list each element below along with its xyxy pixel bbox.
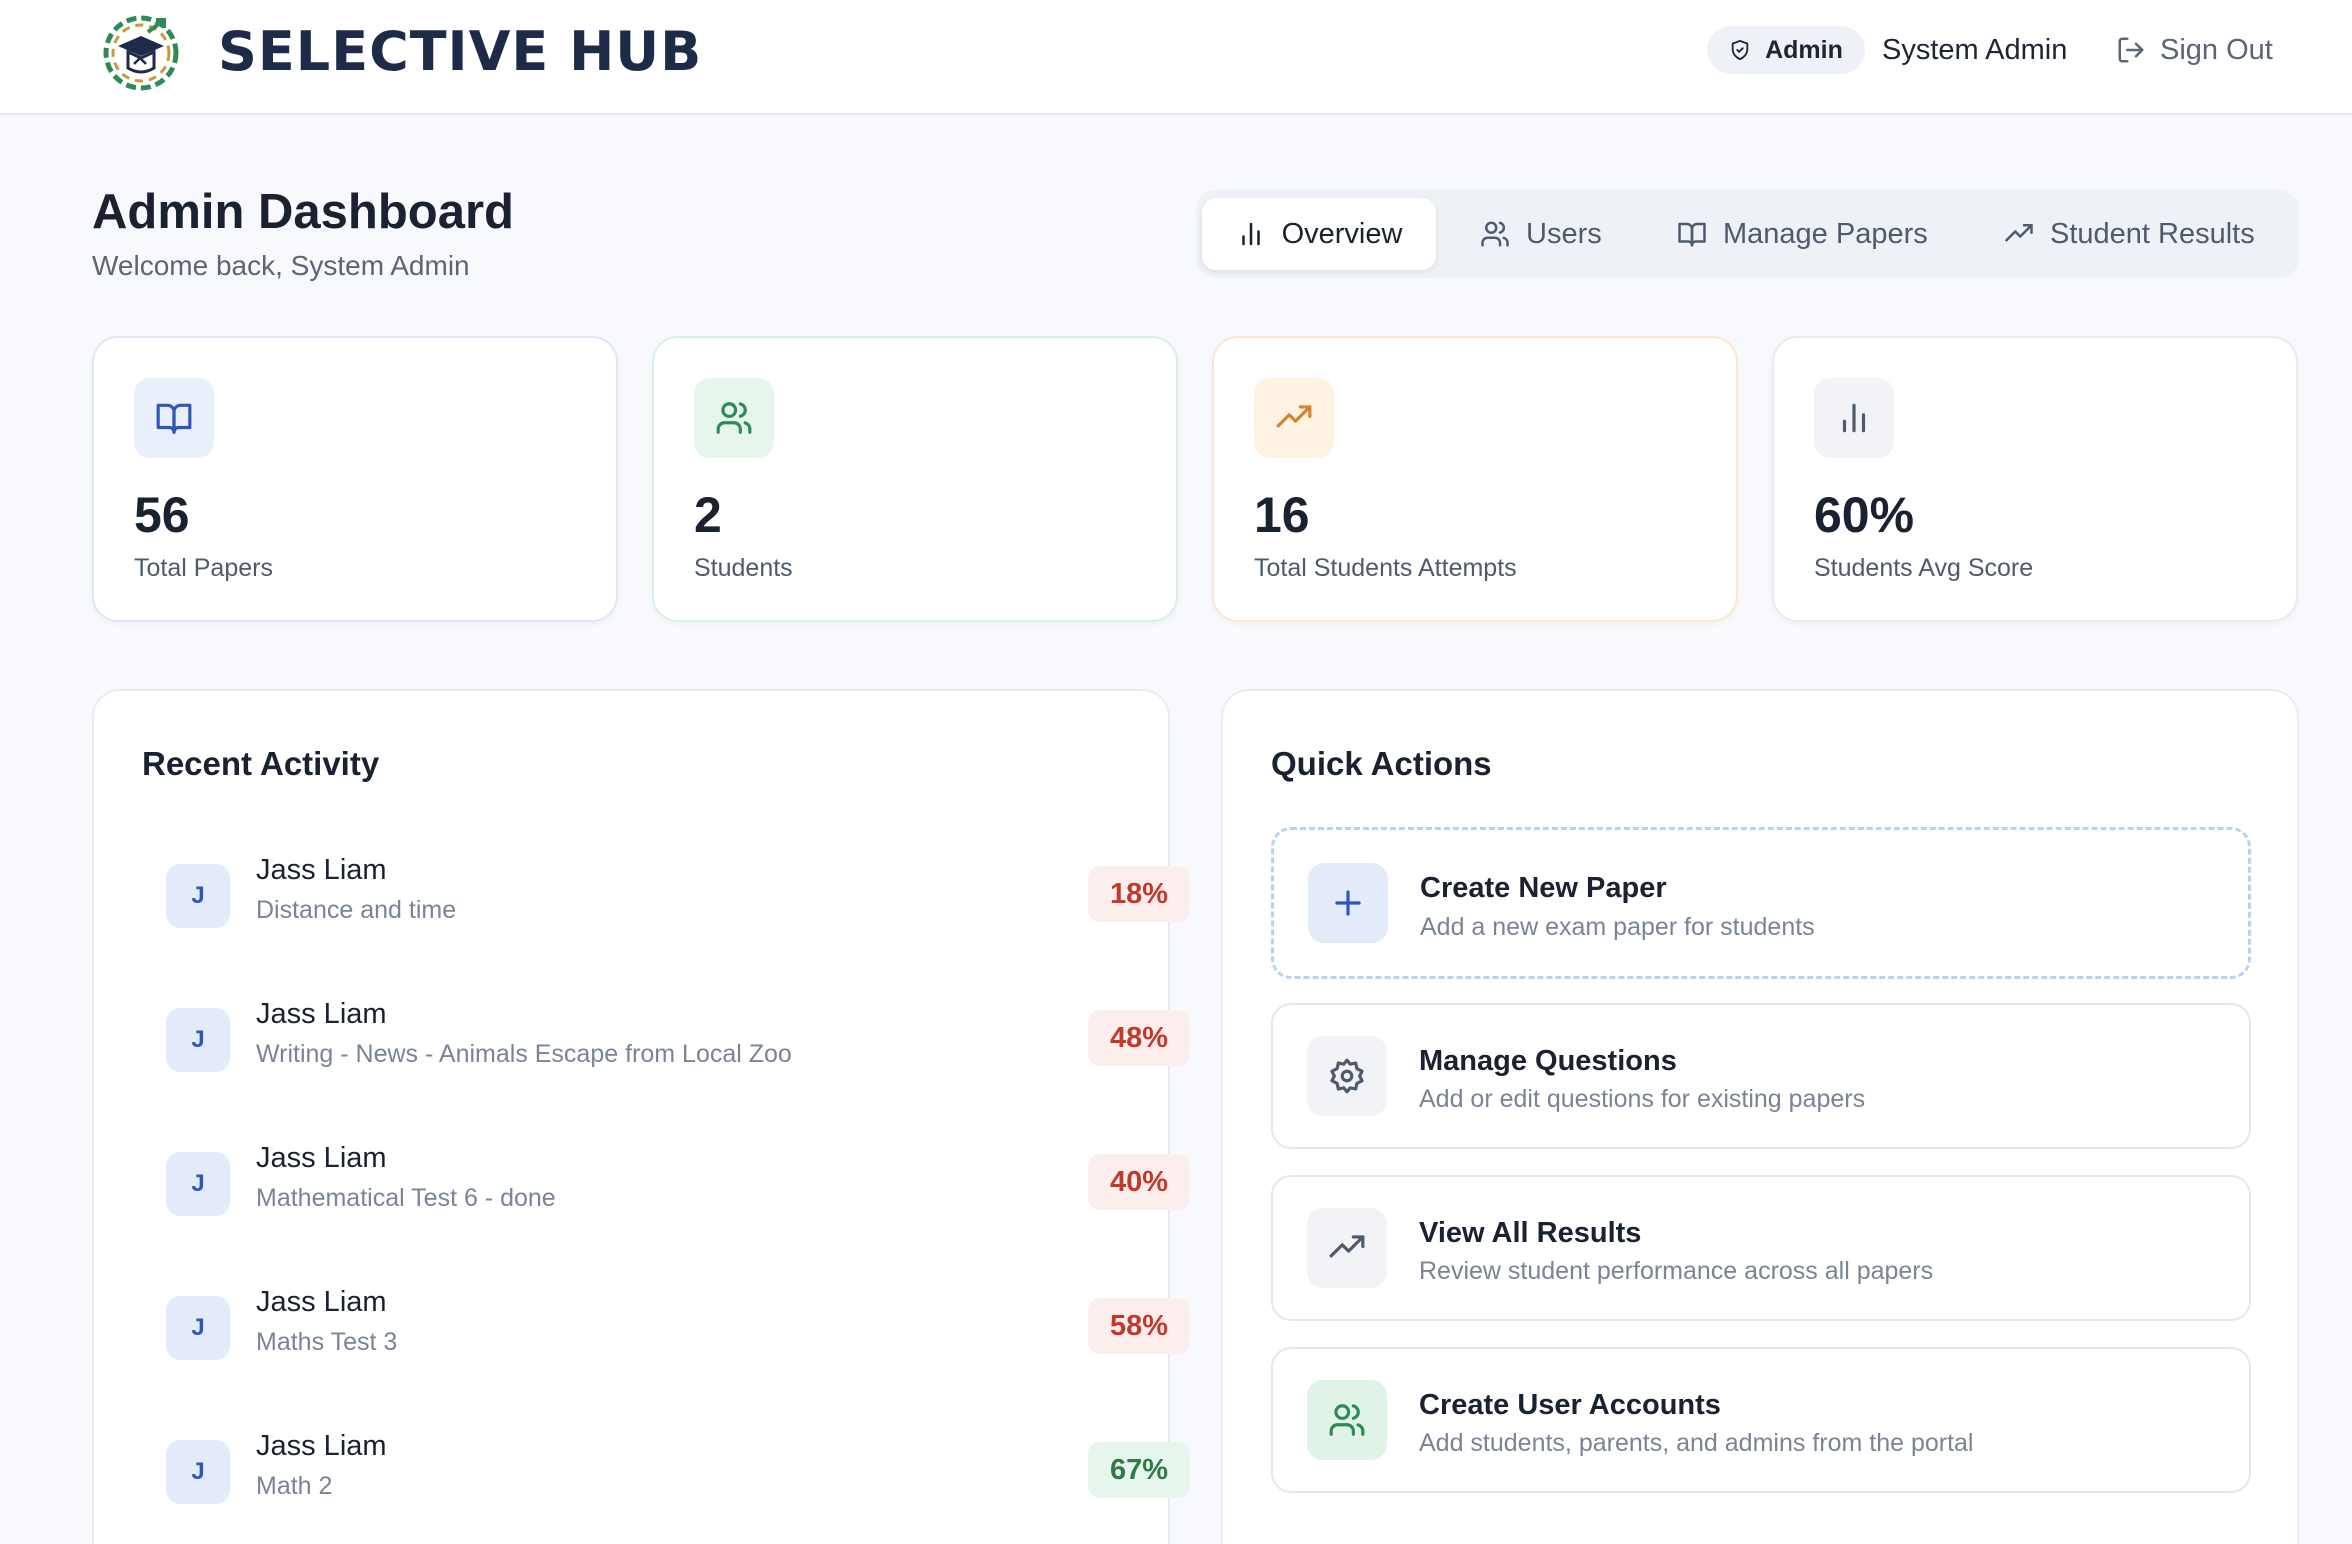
view-all-results-button[interactable]: View All Results Review student performa…: [1271, 1175, 2251, 1321]
stat-value: 2: [694, 487, 722, 543]
action-title: Manage Questions: [1419, 1045, 1677, 1077]
trending-up-icon: [2005, 224, 2033, 242]
score-badge: 67%: [1087, 1442, 1190, 1498]
action-icon-wrapper: [1307, 1036, 1387, 1116]
score-badge: 58%: [1087, 1298, 1190, 1354]
quick-actions-panel: Quick Actions Create New Paper Add a new…: [1221, 689, 2299, 1544]
book-open-icon: [156, 403, 192, 434]
bar-chart-icon: [1842, 403, 1866, 433]
stat-value: 56: [134, 487, 190, 543]
action-icon-wrapper: [1307, 1380, 1387, 1460]
activity-item[interactable]: J Jass Liam Distance and time 18%: [166, 854, 1190, 944]
book-open-icon: [1678, 222, 1706, 247]
sign-out-label: Sign Out: [2160, 33, 2273, 66]
tab-label: Manage Papers: [1723, 217, 1928, 250]
selective-hub-logo[interactable]: [100, 12, 182, 94]
stat-label: Total Papers: [134, 554, 273, 582]
action-icon-wrapper: [1308, 863, 1388, 943]
stat-card-students: 2 Students: [652, 336, 1178, 622]
avatar: J: [166, 1152, 230, 1216]
action-description: Add students, parents, and admins from t…: [1419, 1429, 1974, 1457]
top-navigation-bar: SELECTIVE HUB Admin System Admin Sign Ou…: [0, 0, 2352, 115]
action-description: Add a new exam paper for students: [1420, 913, 1815, 941]
action-title: View All Results: [1419, 1217, 1642, 1249]
manage-questions-button[interactable]: Manage Questions Add or edit questions f…: [1271, 1003, 2251, 1149]
shield-icon: [1731, 39, 1749, 61]
stat-card-total-papers: 56 Total Papers: [92, 336, 618, 622]
tab-label: Student Results: [2050, 217, 2255, 250]
brand-name[interactable]: SELECTIVE HUB: [218, 20, 703, 83]
page-subtitle: Welcome back, System Admin: [92, 250, 470, 281]
activity-paper-name: Writing - News - Animals Escape from Loc…: [256, 1040, 792, 1068]
activity-paper-name: Mathematical Test 6 - done: [256, 1184, 556, 1212]
role-badge: Admin: [1707, 26, 1865, 74]
dashboard-tabs: Overview Users Manage Papers Student Res…: [1196, 190, 2299, 278]
stat-label: Students: [694, 554, 793, 582]
action-title: Create New Paper: [1420, 872, 1667, 904]
plus-icon: [1335, 890, 1361, 916]
create-new-paper-button[interactable]: Create New Paper Add a new exam paper fo…: [1271, 827, 2251, 979]
tab-manage-papers[interactable]: Manage Papers: [1677, 198, 1928, 270]
sign-out-button[interactable]: Sign Out: [2116, 26, 2273, 74]
activity-paper-name: Maths Test 3: [256, 1328, 398, 1356]
trending-up-icon: [1276, 405, 1312, 428]
stat-card-total-attempts: 16 Total Students Attempts: [1212, 336, 1738, 622]
action-icon-wrapper: [1307, 1208, 1387, 1288]
tab-users[interactable]: Users: [1480, 198, 1602, 270]
stat-card-avg-score: 60% Students Avg Score: [1772, 336, 2298, 622]
recent-activity-panel: Recent Activity J Jass Liam Distance and…: [92, 689, 1190, 1544]
activity-item[interactable]: J Jass Liam Math 2 67%: [166, 1430, 1190, 1520]
score-badge: 18%: [1087, 866, 1190, 922]
users-icon: [716, 402, 752, 434]
stat-value: 60%: [1814, 487, 1915, 543]
current-user-name: System Admin: [1882, 34, 2068, 66]
activity-student-name: Jass Liam: [256, 854, 387, 886]
action-description: Add or edit questions for existing paper…: [1419, 1085, 1866, 1113]
stat-icon-wrapper: [134, 378, 214, 458]
score-badge: 40%: [1087, 1154, 1190, 1210]
activity-item[interactable]: J Jass Liam Writing - News - Animals Esc…: [166, 998, 1190, 1088]
avatar: J: [166, 1296, 230, 1360]
stat-label: Students Avg Score: [1814, 554, 2034, 582]
activity-student-name: Jass Liam: [256, 1142, 387, 1174]
action-title: Create User Accounts: [1419, 1389, 1721, 1421]
stat-icon-wrapper: [1254, 378, 1334, 458]
action-description: Review student performance across all pa…: [1419, 1257, 1934, 1285]
stat-icon-wrapper: [1814, 378, 1894, 458]
activity-paper-name: Distance and time: [256, 896, 457, 924]
avatar: J: [166, 1440, 230, 1504]
tab-label: Users: [1526, 217, 1602, 250]
activity-student-name: Jass Liam: [256, 1430, 387, 1462]
score-badge: 48%: [1087, 1010, 1190, 1066]
users-icon: [1481, 221, 1509, 247]
stat-value: 16: [1254, 487, 1310, 543]
log-out-icon: [2118, 37, 2144, 63]
activity-student-name: Jass Liam: [256, 998, 387, 1030]
stat-label: Total Students Attempts: [1254, 554, 1517, 582]
create-user-accounts-button[interactable]: Create User Accounts Add students, paren…: [1271, 1347, 2251, 1493]
activity-item[interactable]: J Jass Liam Mathematical Test 6 - done 4…: [166, 1142, 1190, 1232]
gear-icon: [1330, 1058, 1364, 1094]
bar-chart-icon: [1241, 222, 1260, 246]
avatar: J: [166, 864, 230, 928]
avatar: J: [166, 1008, 230, 1072]
stat-icon-wrapper: [694, 378, 774, 458]
page-title: Admin Dashboard: [92, 185, 514, 239]
activity-paper-name: Math 2: [256, 1472, 333, 1500]
tab-student-results[interactable]: Student Results: [2004, 198, 2255, 270]
tab-overview[interactable]: Overview: [1202, 198, 1436, 270]
trending-up-icon: [1329, 1235, 1365, 1258]
users-icon: [1329, 1404, 1365, 1436]
tab-label: Overview: [1281, 217, 1403, 250]
activity-item[interactable]: J Jass Liam Maths Test 3 58%: [166, 1286, 1190, 1376]
activity-student-name: Jass Liam: [256, 1286, 387, 1318]
recent-activity-title: Recent Activity: [142, 745, 380, 782]
quick-actions-title: Quick Actions: [1271, 745, 1492, 782]
role-badge-label: Admin: [1765, 35, 1843, 64]
